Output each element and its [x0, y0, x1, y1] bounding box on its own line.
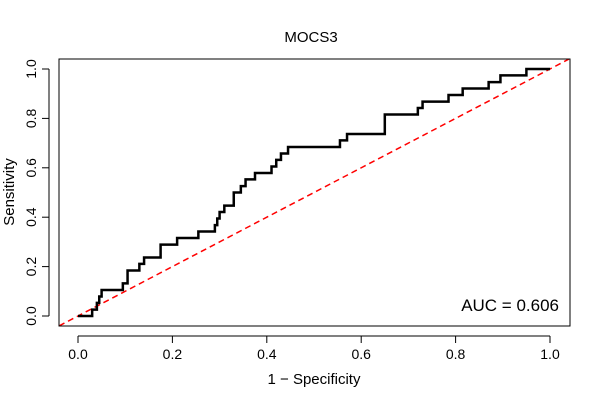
y-tick-label: 0.4 [23, 207, 39, 227]
x-tick-label: 0.0 [68, 346, 88, 362]
x-tick-label: 1.0 [540, 346, 560, 362]
y-tick-label: 0.0 [23, 306, 39, 326]
plot-area-frame [58, 58, 571, 327]
y-axis-label: Sensitivity [1, 158, 18, 226]
x-axis: 0.0 0.2 0.4 0.6 0.8 1.0 [68, 335, 560, 362]
roc-curve-line [78, 67, 550, 318]
reference-diagonal-line [59, 59, 570, 326]
x-tick-label: 0.8 [446, 346, 466, 362]
y-tick-label: 1.0 [23, 59, 39, 79]
y-tick-label: 0.2 [23, 257, 39, 277]
y-tick-label: 0.8 [23, 108, 39, 128]
auc-annotation: AUC = 0.606 [461, 296, 559, 315]
x-tick-label: 0.2 [163, 346, 183, 362]
x-tick-label: 0.6 [351, 346, 371, 362]
y-axis: 0.0 0.2 0.4 0.6 0.8 1.0 [23, 59, 50, 326]
x-tick-label: 0.4 [257, 346, 277, 362]
chart-title: MOCS3 [284, 29, 337, 46]
x-axis-label: 1 − Specificity [268, 371, 361, 388]
y-tick-label: 0.6 [23, 158, 39, 178]
